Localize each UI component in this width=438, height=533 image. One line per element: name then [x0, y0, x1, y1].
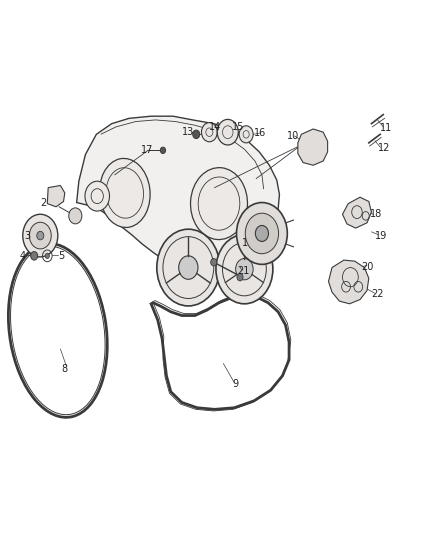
Polygon shape — [77, 116, 279, 274]
Text: 17: 17 — [141, 146, 153, 155]
Ellipse shape — [99, 158, 150, 228]
Circle shape — [217, 119, 238, 145]
Circle shape — [236, 259, 253, 280]
Text: 8: 8 — [62, 364, 68, 374]
Polygon shape — [343, 197, 371, 228]
Text: 10: 10 — [286, 131, 299, 141]
Circle shape — [201, 123, 217, 142]
Polygon shape — [47, 185, 65, 207]
Text: 9: 9 — [233, 379, 239, 389]
Text: 20: 20 — [362, 262, 374, 271]
Circle shape — [193, 130, 200, 139]
Text: 15: 15 — [232, 122, 244, 132]
Circle shape — [255, 225, 268, 241]
Circle shape — [31, 252, 38, 260]
Circle shape — [239, 126, 253, 143]
Circle shape — [237, 203, 287, 264]
Circle shape — [37, 231, 44, 240]
Text: 12: 12 — [378, 143, 390, 153]
Text: 1: 1 — [242, 238, 248, 247]
Ellipse shape — [191, 168, 247, 239]
Text: 22: 22 — [371, 289, 384, 299]
Circle shape — [237, 273, 243, 281]
Circle shape — [85, 181, 110, 211]
Circle shape — [216, 235, 273, 304]
Text: 21: 21 — [237, 266, 249, 276]
Circle shape — [157, 229, 220, 306]
Circle shape — [245, 213, 279, 254]
Polygon shape — [298, 129, 328, 165]
Text: 13: 13 — [182, 127, 194, 137]
Circle shape — [23, 214, 58, 257]
Circle shape — [211, 259, 217, 266]
Text: 3: 3 — [24, 231, 30, 240]
Text: 4: 4 — [20, 251, 26, 261]
Text: 11: 11 — [380, 123, 392, 133]
Polygon shape — [328, 260, 369, 304]
Circle shape — [45, 253, 49, 259]
Circle shape — [160, 147, 166, 154]
Circle shape — [69, 208, 82, 224]
Text: 19: 19 — [375, 231, 387, 240]
Text: 14: 14 — [208, 122, 221, 132]
Text: 2: 2 — [41, 198, 47, 207]
Text: 16: 16 — [254, 128, 266, 138]
Text: 5: 5 — [58, 251, 64, 261]
Circle shape — [179, 256, 198, 279]
Circle shape — [29, 222, 51, 249]
Text: 18: 18 — [370, 209, 382, 219]
